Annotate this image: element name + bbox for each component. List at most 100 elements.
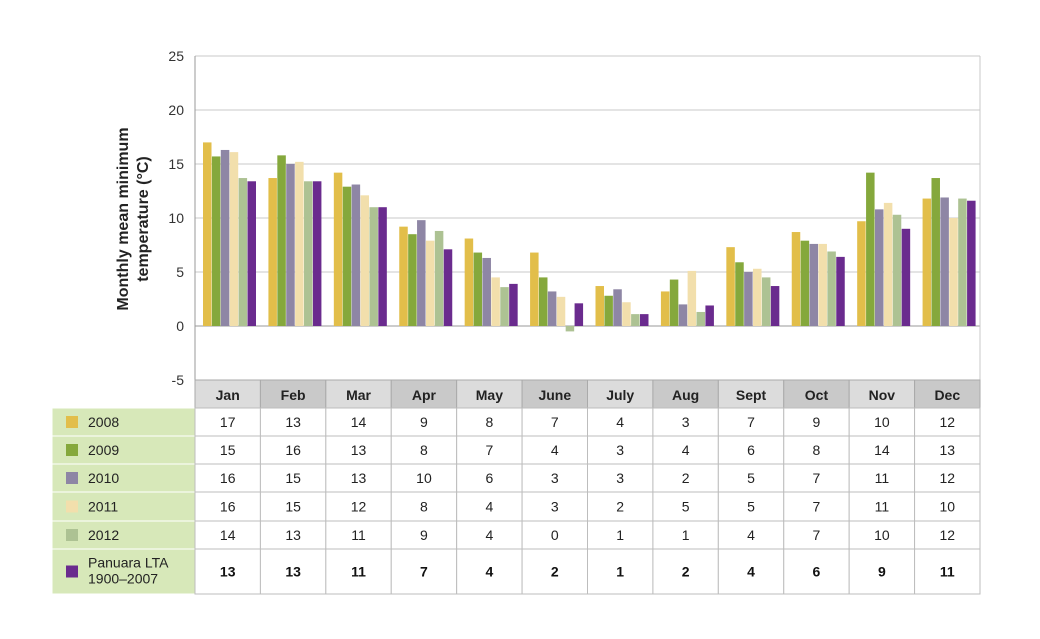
legend-swatch-0 <box>66 416 78 428</box>
legend-label: 2008 <box>88 414 119 430</box>
bar-sept-series-1 <box>735 262 744 326</box>
table-value: 8 <box>420 499 428 515</box>
table-value: 7 <box>813 470 821 486</box>
bar-nov-series-1 <box>866 172 875 326</box>
table-cell <box>521 435 588 465</box>
table-value: 9 <box>878 564 886 580</box>
bar-jan-series-5 <box>247 181 256 326</box>
x-tick-label: May <box>476 387 503 403</box>
bar-dec-series-2 <box>940 197 949 326</box>
x-tick-label: Jan <box>216 387 240 403</box>
bar-july-series-5 <box>640 314 649 326</box>
month-header-cell <box>652 379 719 409</box>
bar-june-series-2 <box>547 291 557 326</box>
x-tick-label: Feb <box>281 387 306 403</box>
bar-dec-series-1 <box>931 178 940 326</box>
legend-label: 2009 <box>88 442 119 458</box>
table-cell <box>456 548 523 595</box>
table-value: 2 <box>616 499 624 515</box>
bar-sept-series-3 <box>753 268 762 326</box>
bar-june-series-4 <box>565 326 575 332</box>
legend-label: 2012 <box>88 527 119 543</box>
table-value: 6 <box>485 470 493 486</box>
table-value: 3 <box>682 414 690 430</box>
table-cell <box>652 407 719 437</box>
bar-mar-series-1 <box>342 186 352 326</box>
bar-dec-series-0 <box>922 198 932 326</box>
bar-oct-series-3 <box>818 243 827 326</box>
bar-jan-series-2 <box>220 149 230 326</box>
table-cell <box>848 407 916 437</box>
bar-feb-series-4 <box>304 181 313 326</box>
bar-mar-series-0 <box>333 172 343 326</box>
table-cell <box>652 463 719 493</box>
legend-swatch-4 <box>66 529 78 541</box>
bar-may-series-1 <box>473 252 483 326</box>
y-tick-label: 15 <box>168 156 184 172</box>
table-value: 1 <box>616 527 624 543</box>
table-value: 8 <box>485 414 493 430</box>
table-value: 7 <box>813 527 821 543</box>
table-value: 12 <box>351 499 367 515</box>
bar-may-series-5 <box>509 283 518 326</box>
table-cell <box>456 407 523 437</box>
bar-may-series-3 <box>491 277 500 326</box>
table-value: 15 <box>285 470 301 486</box>
bar-mar-series-4 <box>369 207 378 326</box>
x-tick-label: Dec <box>934 387 960 403</box>
table-value: 6 <box>747 442 755 458</box>
bar-oct-series-0 <box>791 232 801 326</box>
table-value: 12 <box>940 527 956 543</box>
table-value: 3 <box>616 470 624 486</box>
bar-nov-series-0 <box>857 221 866 326</box>
y-tick-label: 0 <box>176 318 184 334</box>
bar-dec-series-3 <box>949 218 958 326</box>
table-cell <box>259 520 327 550</box>
bar-june-series-0 <box>530 252 539 326</box>
table-value: 7 <box>420 564 428 580</box>
table-value: 3 <box>616 442 624 458</box>
bar-jan-series-0 <box>203 142 212 326</box>
bar-apr-series-0 <box>399 226 408 326</box>
table-value: 10 <box>416 470 432 486</box>
table-cell <box>848 463 916 493</box>
bar-aug-series-2 <box>678 304 688 326</box>
month-header-cell <box>848 379 916 409</box>
table-cell <box>587 548 654 595</box>
table-cell <box>390 548 458 595</box>
bar-may-series-4 <box>500 287 509 326</box>
bar-jan-series-4 <box>238 178 248 326</box>
legend-swatch-2 <box>66 472 78 484</box>
bar-nov-series-3 <box>883 202 893 326</box>
table-cell <box>717 548 785 595</box>
table-value: 5 <box>682 499 690 515</box>
bar-oct-series-2 <box>809 243 819 326</box>
bar-nov-series-4 <box>892 214 902 326</box>
y-tick-label: 5 <box>176 264 184 280</box>
legend-swatch-3 <box>66 500 78 513</box>
table-value: 4 <box>485 499 493 515</box>
x-tick-label: Sept <box>736 387 767 403</box>
table-value: 12 <box>940 414 956 430</box>
table-value: 2 <box>682 564 690 580</box>
month-header-cell <box>914 379 981 409</box>
table-cell <box>587 520 654 550</box>
table-value: 2 <box>682 470 690 486</box>
bar-oct-series-4 <box>827 251 836 326</box>
bar-july-series-3 <box>622 302 631 326</box>
table-cell <box>521 463 588 493</box>
table-value: 10 <box>940 499 956 515</box>
bar-sept-series-5 <box>770 286 780 326</box>
table-cell <box>325 407 392 437</box>
y-axis-ticks: 25 20 15 10 5 0 -5 <box>168 48 184 388</box>
table-cell <box>783 435 850 465</box>
table-cell <box>848 548 916 595</box>
table-value: 1 <box>616 564 624 580</box>
table-value: 13 <box>351 442 367 458</box>
table-cell <box>914 407 981 437</box>
y-axis-label-line: Monthly mean minimum <box>115 127 132 310</box>
bar-feb-series-2 <box>286 164 295 326</box>
table-cell <box>717 407 785 437</box>
